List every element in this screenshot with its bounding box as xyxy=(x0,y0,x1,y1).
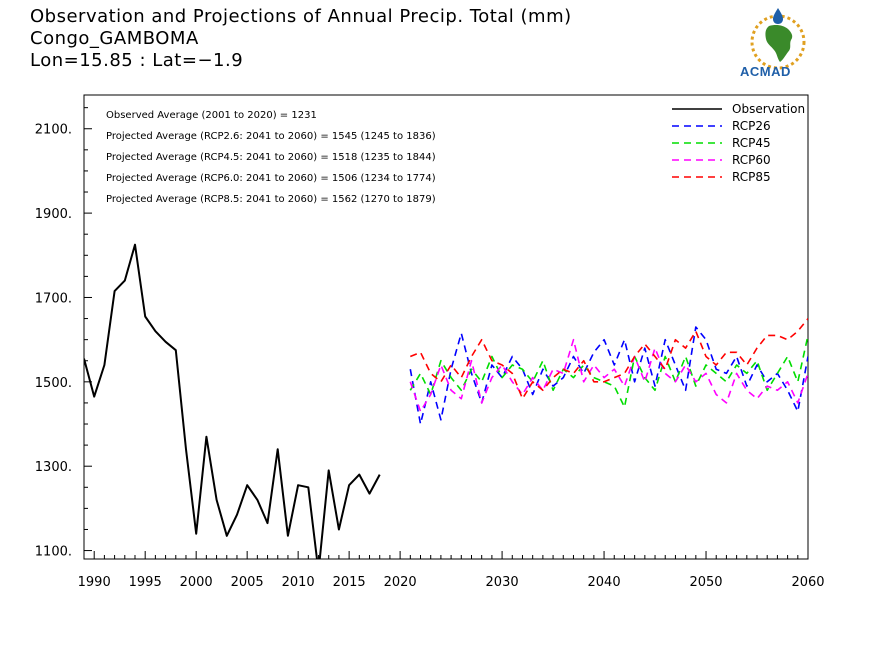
series-line-rcp60 xyxy=(409,338,808,413)
legend-label: RCP60 xyxy=(732,153,771,167)
series-group xyxy=(84,243,808,559)
plot-area xyxy=(83,94,809,560)
x-tick-label: 1995 xyxy=(129,575,162,590)
x-tick-label: 2030 xyxy=(486,575,519,590)
y-tick-label: 1300. xyxy=(35,460,72,475)
x-tick-label: 2010 xyxy=(282,575,315,590)
average-annotation: Projected Average (RCP6.0: 2041 to 2060)… xyxy=(106,173,436,184)
africa-logo-icon xyxy=(750,8,806,70)
series-line-rcp45 xyxy=(409,335,808,408)
average-annotation: Observed Average (2001 to 2020) = 1231 xyxy=(106,110,317,121)
legend-label: RCP26 xyxy=(732,119,771,133)
average-annotation: Projected Average (RCP2.6: 2041 to 2060)… xyxy=(106,131,436,142)
y-tick-label: 2100. xyxy=(35,123,72,138)
title-block: Observation and Projections of Annual Pr… xyxy=(30,6,572,72)
average-annotation: Projected Average (RCP8.5: 2041 to 2060)… xyxy=(106,194,436,205)
x-tick-label: 2020 xyxy=(384,575,417,590)
annotations-group: Observed Average (2001 to 2020) = 1231 Pr… xyxy=(106,110,436,205)
x-tick-label: 1990 xyxy=(78,575,111,590)
series-line-rcp26 xyxy=(409,326,808,425)
series-line-observation xyxy=(84,243,381,559)
legend-group: Observation RCP26 RCP45 RCP60 RCP85 xyxy=(672,102,805,184)
y-tick-label: 1900. xyxy=(35,207,72,222)
y-tick-label: 1100. xyxy=(35,545,72,560)
average-annotation: Projected Average (RCP4.5: 2041 to 2060)… xyxy=(106,152,436,163)
legend-label: RCP45 xyxy=(732,136,771,150)
logo-text: ACMAD xyxy=(740,64,791,79)
x-tick-label: 2040 xyxy=(588,575,621,590)
x-tick-label: 2015 xyxy=(333,575,366,590)
coordinates: Lon=15.85 : Lat=−1.9 xyxy=(30,50,244,71)
location-name: Congo_GAMBOMA xyxy=(30,28,199,49)
axis-ticks: 1990 1995 2000 2005 2010 2015 2020 2030 2040 2050… xyxy=(35,107,825,590)
y-tick-label: 1700. xyxy=(35,291,72,306)
y-tick-label: 1500. xyxy=(35,376,72,391)
series-line-rcp85 xyxy=(409,318,808,400)
x-tick-label: 2000 xyxy=(180,575,213,590)
chart-title: Observation and Projections of Annual Pr… xyxy=(30,6,572,27)
x-tick-label: 2060 xyxy=(791,575,824,590)
legend-label: RCP85 xyxy=(732,170,771,184)
x-tick-label: 2050 xyxy=(689,575,722,590)
legend-label: Observation xyxy=(732,102,805,116)
x-tick-label: 2005 xyxy=(231,575,264,590)
